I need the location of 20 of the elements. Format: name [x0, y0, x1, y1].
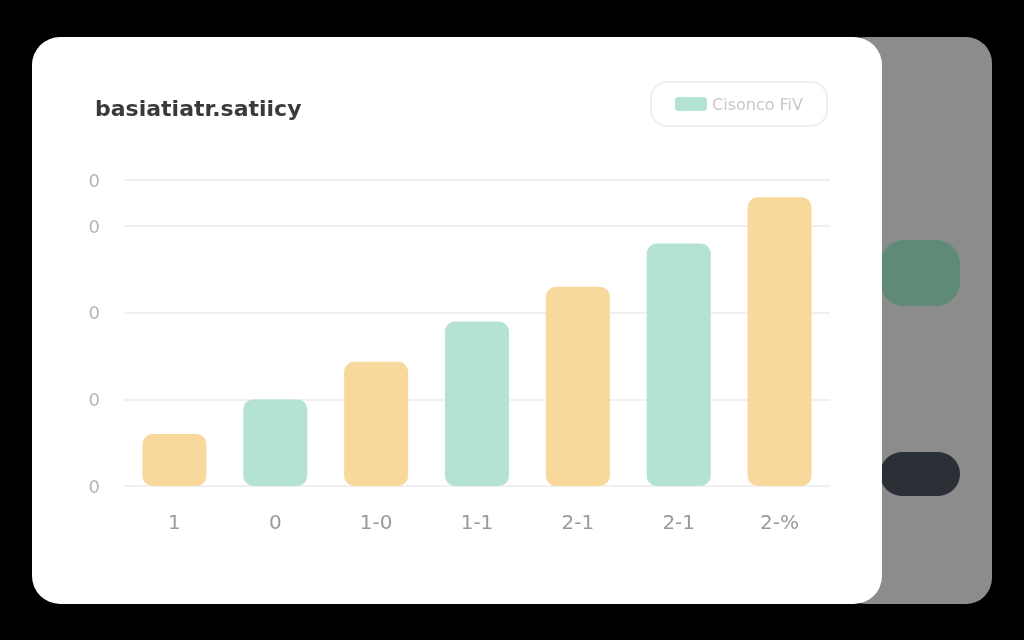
x-tick-label: 1-0	[359, 510, 393, 534]
bar	[646, 243, 711, 486]
text: 0	[88, 169, 100, 191]
x-tick-label: 1-1	[460, 510, 494, 534]
text: 0	[88, 388, 100, 410]
bar	[142, 434, 207, 486]
bar	[243, 399, 308, 486]
bar	[344, 361, 409, 486]
text: 0	[88, 475, 100, 497]
x-tick-label: 1	[168, 510, 181, 534]
text: 0	[88, 215, 100, 237]
x-tick-label: 2-1	[561, 510, 595, 534]
x-tick-label: 2-1	[662, 510, 696, 534]
chart-title: basiatiatr.satiicy	[95, 95, 302, 121]
text: 0	[88, 302, 100, 324]
x-tick-label: 0	[268, 510, 282, 534]
bar	[445, 321, 509, 486]
bar	[747, 197, 812, 486]
bar	[545, 286, 610, 486]
x-tick-label: 2-%	[760, 510, 800, 534]
